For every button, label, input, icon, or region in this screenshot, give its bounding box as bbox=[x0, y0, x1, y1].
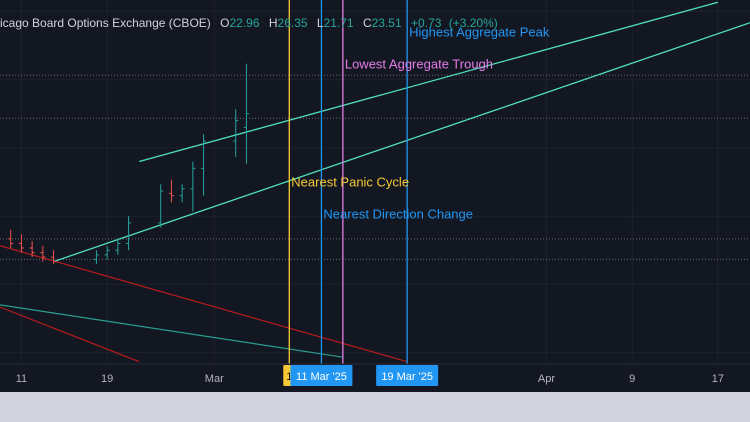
symbol-name: icago Board Options Exchange (CBOE) bbox=[0, 16, 211, 30]
close-value: 23.51 bbox=[371, 16, 402, 30]
close-label: C bbox=[362, 16, 372, 30]
open-value: 22.96 bbox=[229, 16, 260, 30]
ohlc-legend: icago Board Options Exchange (CBOE) O22.… bbox=[0, 16, 498, 30]
annotation-label: Nearest Panic Cycle bbox=[291, 175, 409, 190]
x-axis-tick-label: Apr bbox=[538, 373, 555, 385]
x-axis-tick-label: 17 bbox=[712, 373, 724, 385]
trend-line-red-trend-1[interactable] bbox=[0, 245, 408, 363]
date-flag-label: 1 bbox=[286, 371, 292, 383]
trend-line-channel-lower[interactable] bbox=[53, 22, 750, 263]
date-flag-label: 19 Mar '25 bbox=[381, 371, 433, 383]
change-value: +0.73 bbox=[411, 16, 442, 30]
x-axis-tick-label: 19 bbox=[101, 373, 113, 385]
open-label: O bbox=[220, 16, 230, 30]
horizontal-levels bbox=[0, 74, 750, 260]
annotation-label: Nearest Direction Change bbox=[323, 206, 473, 221]
low-value: 21.71 bbox=[323, 16, 354, 30]
annotation-label: Highest Aggregate Peak bbox=[409, 24, 550, 39]
high-value: 26.35 bbox=[277, 16, 308, 30]
date-flag bbox=[290, 365, 353, 386]
x-axis-tick-label: 11 bbox=[16, 373, 27, 385]
grid-lines bbox=[0, 0, 750, 364]
vertical-markers[interactable] bbox=[288, 0, 408, 364]
date-flag-label: 11 Mar '25 bbox=[296, 371, 347, 383]
x-axis-tick-label: Mar bbox=[205, 373, 224, 385]
change-percent: (+3.20%) bbox=[448, 16, 498, 30]
trend-line-red-trend-2[interactable] bbox=[0, 306, 140, 363]
high-label: H bbox=[268, 16, 278, 30]
annotations: Highest Aggregate Peak Lowest Aggregate T… bbox=[291, 24, 550, 221]
annotation-label: Lowest Aggregate Trough bbox=[345, 56, 493, 71]
bottom-panel-strip bbox=[0, 392, 750, 422]
x-axis-tick-label: 9 bbox=[629, 373, 635, 385]
candles bbox=[8, 63, 249, 264]
x-axis-ticks: 11 19 Mar Apr 9 17 bbox=[16, 373, 724, 385]
date-flag bbox=[376, 365, 439, 386]
low-label: L bbox=[316, 16, 324, 30]
trend-line-teal-trend[interactable] bbox=[0, 304, 343, 358]
